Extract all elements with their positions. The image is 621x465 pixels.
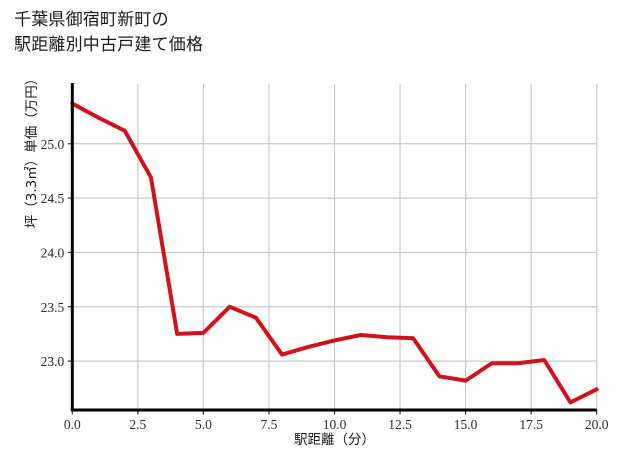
y-tick-label: 23.0: [41, 354, 65, 369]
axis-spines: [70, 83, 597, 412]
x-tick-label: 10.0: [323, 417, 347, 432]
y-tick-label: 23.5: [41, 300, 65, 315]
y-tick-labels: 23.0 23.5 24.0 24.5 25.0: [41, 137, 65, 369]
x-tick-label: 20.0: [585, 417, 609, 432]
x-tick-label: 15.0: [454, 417, 478, 432]
y-tick-label: 25.0: [41, 137, 65, 152]
x-tick-label: 12.5: [388, 417, 412, 432]
x-tick-label: 7.5: [261, 417, 278, 432]
x-tick-label: 0.0: [64, 417, 81, 432]
x-tick-label: 5.0: [195, 417, 212, 432]
data-line-0: [70, 101, 599, 405]
y-tick-label: 24.0: [41, 245, 65, 260]
x-tick-label: 2.5: [129, 417, 146, 432]
data-series-layer: [70, 101, 599, 405]
x-gridlines: [137, 84, 598, 410]
page-title: 千葉県御宿町新町の 駅距離別中古戸建て価格: [14, 10, 204, 55]
y-tick-label: 24.5: [41, 191, 65, 206]
x-axis-label: 駅距離（分）: [294, 432, 375, 448]
x-tick-label: 17.5: [519, 417, 543, 432]
x-tick-labels: 0.0 2.5 5.0 7.5 10.0 12.5 15.0 17.5 20.0: [64, 417, 609, 432]
